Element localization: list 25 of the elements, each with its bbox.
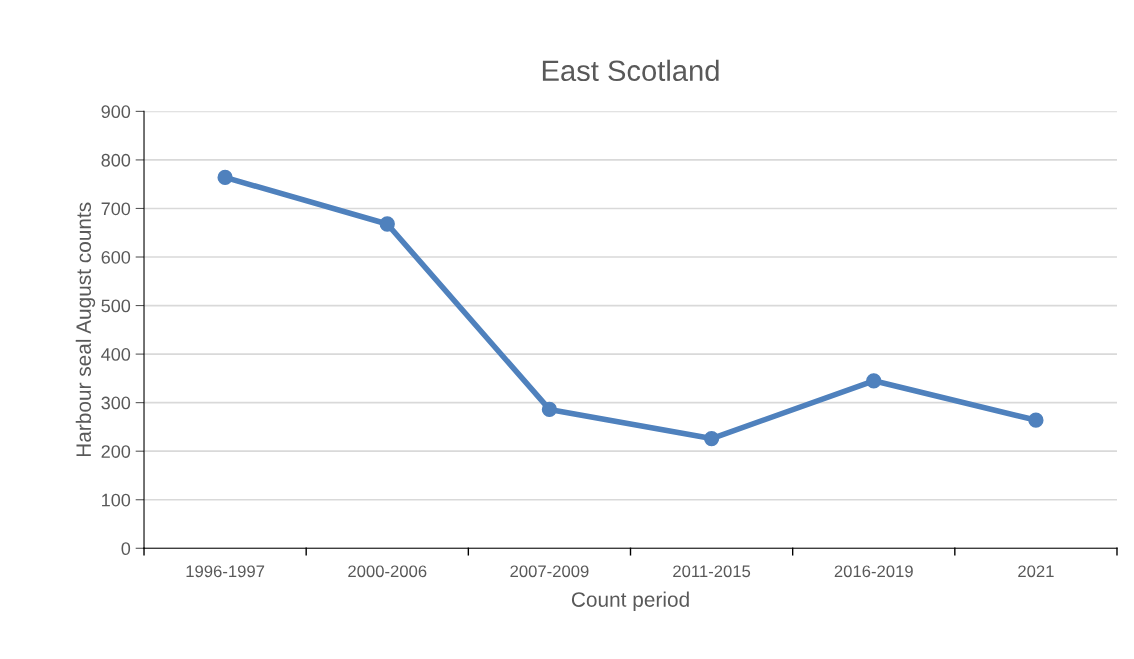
y-axis-title: Harbour seal August counts xyxy=(75,202,96,457)
x-tick-label: 2016-2019 xyxy=(834,565,913,578)
point xyxy=(1028,412,1044,428)
y-tick-label: 100 xyxy=(102,493,131,507)
y-tick-label: 600 xyxy=(101,250,131,264)
point xyxy=(866,373,882,389)
y-tick-label: 500 xyxy=(101,299,131,313)
chart-title: East Scotland xyxy=(542,59,719,82)
point xyxy=(217,169,233,186)
y-tick-label: 800 xyxy=(101,153,131,167)
point xyxy=(379,216,395,232)
point xyxy=(703,430,720,447)
y-tick-label: 0 xyxy=(121,542,131,556)
x-tick-label: 2007-2009 xyxy=(510,565,589,578)
y-tick-label: 900 xyxy=(101,105,131,119)
x-tick-label: 2011-2015 xyxy=(673,565,751,578)
x-tick-label: 1996-1997 xyxy=(186,565,265,578)
y-tick-label: 200 xyxy=(101,445,131,458)
x-tick-label: 2000-2006 xyxy=(348,565,427,578)
x-tick-label: 2021 xyxy=(1018,565,1054,578)
y-tick-label: 400 xyxy=(101,348,131,361)
point xyxy=(541,401,558,418)
x-axis-title: Count period xyxy=(571,591,689,612)
y-tick-label: 700 xyxy=(101,202,131,216)
y-tick-label: 300 xyxy=(101,396,131,410)
